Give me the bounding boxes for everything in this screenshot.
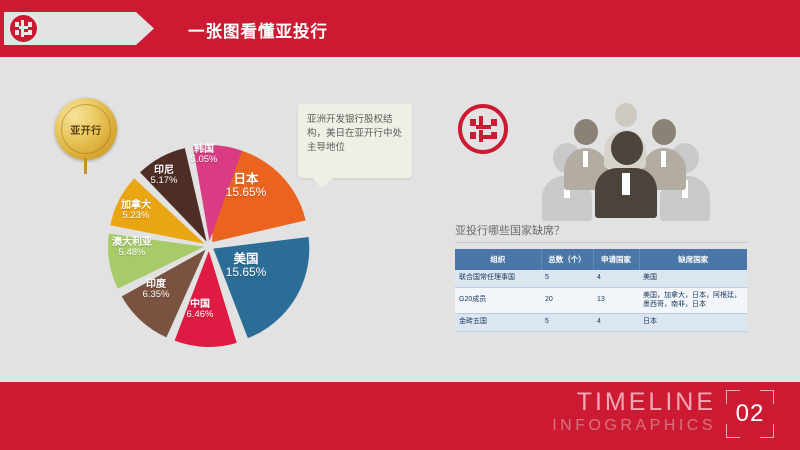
cell-org: 联合国常任理事国	[455, 270, 541, 288]
icbc-logo-large-icon	[458, 104, 508, 154]
table-header-row: 组织 总数（个） 申请国家 缺席国家	[455, 249, 747, 270]
slide-header: 一张图看懂亚投行	[0, 0, 800, 57]
pie-slice	[192, 145, 243, 242]
table-col-total: 总数（个）	[541, 249, 594, 270]
pie-slice	[110, 178, 205, 244]
medal-ribbon	[84, 158, 87, 174]
cell-absent: 美国	[639, 270, 747, 288]
pie-slice	[212, 146, 306, 243]
content-panel: 亚开行 日本 15.65% 美国 15.65% 中国 6.46% 印度 6.35% 澳大利亚 5.…	[0, 57, 800, 382]
table-row: 联合国常任理事国 5 4 美国	[455, 270, 747, 288]
cell-org: G20成员	[455, 287, 541, 315]
table-title: 亚投行哪些国家缺席？	[455, 222, 747, 243]
pie-slice	[140, 148, 207, 242]
pie-slice-group	[108, 145, 310, 347]
cell-total: 5	[541, 313, 593, 332]
cell-total: 5	[541, 270, 593, 288]
pie-slice	[121, 249, 206, 338]
person-mid-left	[564, 119, 608, 190]
pie-slice	[108, 233, 205, 289]
table-row: G20成员 20 13 美国，加拿大，日本，阿根廷，墨西哥，南非，日本	[455, 287, 747, 315]
cell-applied: 13	[593, 287, 639, 315]
brand-words: TIMELINE INFOGRAPHICS	[552, 390, 716, 437]
cell-absent: 美国，加拿大，日本，阿根廷，墨西哥，南非，日本	[639, 287, 747, 315]
cell-applied: 4	[593, 313, 639, 332]
table-block: 亚投行哪些国家缺席？ 组织 总数（个） 申请国家 缺席国家 联合国常任理事国 5 4…	[455, 222, 747, 332]
pie-slice	[213, 237, 310, 339]
bracket-corner-bl	[726, 424, 740, 438]
bracket-corner-br	[760, 424, 774, 438]
cell-applied: 4	[593, 270, 639, 288]
medal-inner-ring: 亚开行	[61, 104, 111, 154]
icbc-logo-icon	[8, 13, 39, 44]
slide-number: 02	[735, 400, 765, 427]
table-head: 组织 总数（个） 申请国家 缺席国家	[455, 249, 747, 270]
slide-number-box: 02	[726, 390, 774, 438]
gold-medal-icon: 亚开行	[55, 98, 117, 160]
brand-title: TIMELINE	[576, 388, 716, 417]
medal-label: 亚开行	[70, 125, 102, 137]
cell-absent: 日本	[639, 313, 747, 332]
brand-subtitle: INFOGRAPHICS	[552, 417, 716, 435]
bracket-corner-tl	[726, 390, 740, 404]
pie-slice	[174, 250, 237, 347]
absent-countries-table: 组织 总数（个） 申请国家 缺席国家 联合国常任理事国 5 4 美国 G20成员 20 13…	[455, 249, 747, 332]
cell-total: 20	[541, 287, 593, 315]
table-row: 金砖五国 5 4 日本	[455, 313, 747, 332]
bracket-corner-tr	[760, 390, 774, 404]
people-group-icon	[540, 103, 720, 221]
table-col-absent: 缺席国家	[639, 249, 747, 270]
pie-chart: 日本 15.65% 美国 15.65% 中国 6.46% 印度 6.35% 澳大利亚 5.48% 加…	[98, 138, 320, 354]
speech-bubble-text: 亚洲开发银行股权结构，美日在亚开行中处主导地位	[307, 114, 403, 153]
speech-bubble-tail	[312, 177, 335, 188]
icbc-glyph	[15, 20, 32, 37]
person-front-center	[595, 131, 657, 218]
table-col-applied: 申请国家	[593, 249, 640, 270]
table-col-org: 组织	[455, 249, 542, 270]
pie-chart-svg	[108, 145, 310, 347]
footer-brand: TIMELINE INFOGRAPHICS 02	[552, 390, 774, 438]
cell-org: 金砖五国	[455, 313, 541, 332]
speech-bubble: 亚洲开发银行股权结构，美日在亚开行中处主导地位	[298, 104, 412, 188]
page-title: 一张图看懂亚投行	[188, 23, 328, 41]
icbc-glyph-large	[469, 116, 497, 142]
table-body: 联合国常任理事国 5 4 美国 G20成员 20 13 美国，加拿大，日本，阿根廷，墨西哥，南…	[455, 270, 747, 332]
